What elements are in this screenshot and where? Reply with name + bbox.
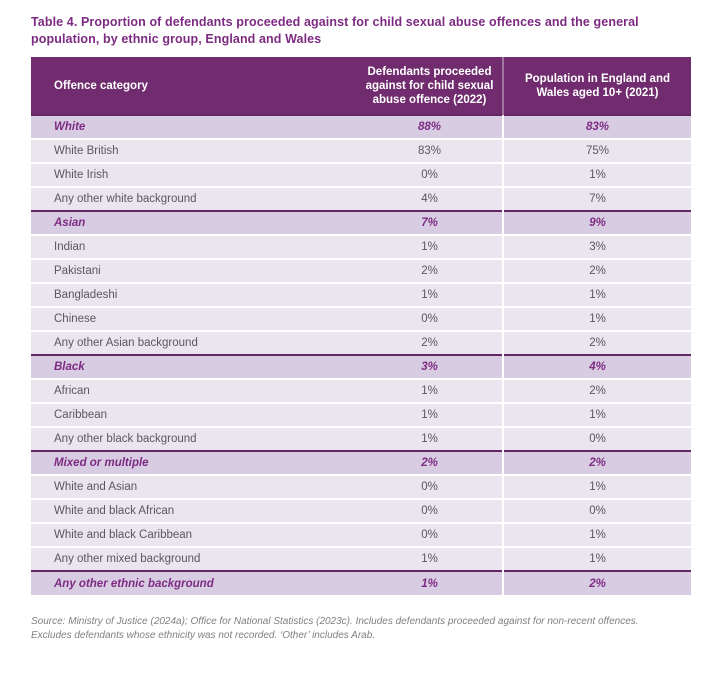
defendants-value-cell: 0% [357, 474, 503, 499]
defendants-value-cell: 2% [357, 450, 503, 475]
group-header-row: Asian 7% 9% [31, 210, 691, 235]
offence-category-cell: White [31, 114, 357, 139]
population-value-cell: 75% [502, 138, 691, 163]
table-row: White British 83% 75% [31, 138, 691, 163]
defendants-value-cell: 0% [357, 162, 503, 187]
column-header-population: Population in England and Wales aged 10+… [502, 57, 691, 115]
table-title: Table 4. Proportion of defendants procee… [31, 15, 639, 46]
defendants-value-cell: 3% [357, 354, 503, 379]
defendants-value-cell: 2% [357, 330, 503, 355]
table-body: White 88% 83% White British 83% 75% White Iris… [31, 114, 691, 595]
group-header-row: Mixed or multiple 2% 2% [31, 450, 691, 475]
offence-category-cell: Any other white background [31, 186, 357, 211]
offence-category-cell: Pakistani [31, 258, 357, 283]
table-header: Offence category Defendants proceeded ag… [31, 57, 691, 115]
offence-category-cell: Indian [31, 234, 357, 259]
table-row: Indian 1% 3% [31, 234, 691, 259]
offence-category-cell: Any other black background [31, 426, 357, 451]
source-note-line-2: Excludes defendants whose ethnicity was … [31, 630, 376, 641]
group-header-row: White 88% 83% [31, 114, 691, 139]
offence-category-cell: Bangladeshi [31, 282, 357, 307]
population-value-cell: 2% [502, 330, 691, 355]
table-row: Any other white background 4% 7% [31, 186, 691, 211]
population-value-cell: 0% [502, 426, 691, 451]
offence-category-cell: Any other Asian background [31, 330, 357, 355]
defendants-value-cell: 88% [357, 114, 503, 139]
column-header-defendants: Defendants proceeded against for child s… [357, 57, 503, 115]
population-value-cell: 4% [502, 354, 691, 379]
offence-category-cell: Black [31, 354, 357, 379]
population-value-cell: 2% [502, 570, 691, 595]
defendants-value-cell: 1% [357, 546, 503, 571]
population-value-cell: 7% [502, 186, 691, 211]
defendants-value-cell: 0% [357, 306, 503, 331]
group-header-row: Any other ethnic background 1% 2% [31, 570, 691, 595]
population-value-cell: 2% [502, 258, 691, 283]
group-header-row: Black 3% 4% [31, 354, 691, 379]
table-row: Any other mixed background 1% 1% [31, 546, 691, 571]
defendants-value-cell: 1% [357, 402, 503, 427]
population-value-cell: 2% [502, 450, 691, 475]
population-value-cell: 1% [502, 522, 691, 547]
defendants-value-cell: 1% [357, 426, 503, 451]
defendants-value-cell: 0% [357, 498, 503, 523]
population-value-cell: 9% [502, 210, 691, 235]
offence-category-cell: White British [31, 138, 357, 163]
offence-category-cell: Any other mixed background [31, 546, 357, 571]
source-note-line-1: Source: Ministry of Justice (2024a); Off… [31, 616, 639, 627]
population-value-cell: 1% [502, 402, 691, 427]
table-row: White Irish 0% 1% [31, 162, 691, 187]
population-value-cell: 1% [502, 474, 691, 499]
table-row: Any other black background 1% 0% [31, 426, 691, 451]
offence-category-cell: Mixed or multiple [31, 450, 357, 475]
defendants-value-cell: 1% [357, 234, 503, 259]
defendants-value-cell: 83% [357, 138, 503, 163]
offence-category-cell: Any other ethnic background [31, 570, 357, 595]
population-value-cell: 83% [502, 114, 691, 139]
defendants-value-cell: 7% [357, 210, 503, 235]
offence-category-cell: African [31, 378, 357, 403]
offence-category-cell: Chinese [31, 306, 357, 331]
defendants-value-cell: 1% [357, 282, 503, 307]
population-value-cell: 0% [502, 498, 691, 523]
table-header-row: Offence category Defendants proceeded ag… [31, 57, 691, 115]
offence-category-cell: White and black Caribbean [31, 522, 357, 547]
source-note: Source: Ministry of Justice (2024a); Off… [31, 615, 699, 643]
defendants-value-cell: 1% [357, 570, 503, 595]
offence-category-cell: White and Asian [31, 474, 357, 499]
population-value-cell: 1% [502, 282, 691, 307]
offence-category-cell: White Irish [31, 162, 357, 187]
table-row: Any other Asian background 2% 2% [31, 330, 691, 355]
table-row: White and black African 0% 0% [31, 498, 691, 523]
offence-category-cell: Caribbean [31, 402, 357, 427]
defendants-value-cell: 2% [357, 258, 503, 283]
ethnic-group-table: Offence category Defendants proceeded ag… [31, 57, 691, 595]
table-row: Chinese 0% 1% [31, 306, 691, 331]
population-value-cell: 1% [502, 306, 691, 331]
table-row: White and black Caribbean 0% 1% [31, 522, 691, 547]
offence-category-cell: Asian [31, 210, 357, 235]
table-row: African 1% 2% [31, 378, 691, 403]
table-row: Pakistani 2% 2% [31, 258, 691, 283]
defendants-value-cell: 0% [357, 522, 503, 547]
table-row: White and Asian 0% 1% [31, 474, 691, 499]
defendants-value-cell: 1% [357, 378, 503, 403]
defendants-value-cell: 4% [357, 186, 503, 211]
population-value-cell: 3% [502, 234, 691, 259]
population-value-cell: 1% [502, 546, 691, 571]
table-row: Caribbean 1% 1% [31, 402, 691, 427]
column-header-offence-category: Offence category [31, 57, 357, 115]
population-value-cell: 1% [502, 162, 691, 187]
offence-category-cell: White and black African [31, 498, 357, 523]
table-row: Bangladeshi 1% 1% [31, 282, 691, 307]
population-value-cell: 2% [502, 378, 691, 403]
